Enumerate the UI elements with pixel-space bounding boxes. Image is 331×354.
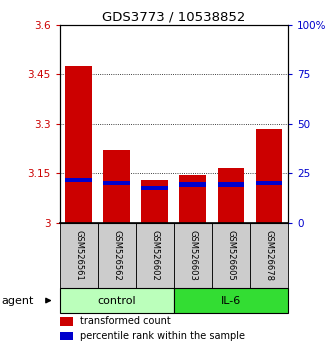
Text: GSM526561: GSM526561 [74, 230, 83, 281]
Bar [256, 181, 282, 185]
Bar [60, 289, 174, 313]
Bar [217, 168, 244, 223]
Text: GSM526562: GSM526562 [112, 230, 121, 281]
Text: GSM526603: GSM526603 [188, 230, 197, 281]
Text: GSM526602: GSM526602 [150, 230, 159, 281]
Bar [174, 223, 212, 289]
Text: agent: agent [2, 296, 34, 306]
Title: GDS3773 / 10538852: GDS3773 / 10538852 [102, 11, 246, 24]
Bar [141, 186, 168, 190]
Bar [60, 223, 98, 289]
Bar [65, 178, 92, 182]
Bar [136, 223, 174, 289]
Bar [60, 317, 73, 326]
Text: GSM526605: GSM526605 [226, 230, 235, 281]
Bar [141, 180, 168, 223]
Text: percentile rank within the sample: percentile rank within the sample [80, 331, 245, 341]
Text: transformed count: transformed count [80, 316, 171, 326]
Bar [250, 223, 288, 289]
Text: IL-6: IL-6 [221, 296, 241, 306]
Text: control: control [97, 296, 136, 306]
Bar [174, 289, 288, 313]
Text: GSM526678: GSM526678 [264, 230, 273, 281]
Bar [98, 223, 136, 289]
Bar [60, 332, 73, 340]
Bar [179, 182, 206, 187]
Bar [256, 129, 282, 223]
Bar [103, 181, 130, 185]
Bar [65, 66, 92, 223]
Bar [212, 223, 250, 289]
Bar [179, 175, 206, 223]
Bar [217, 182, 244, 187]
Bar [103, 150, 130, 223]
